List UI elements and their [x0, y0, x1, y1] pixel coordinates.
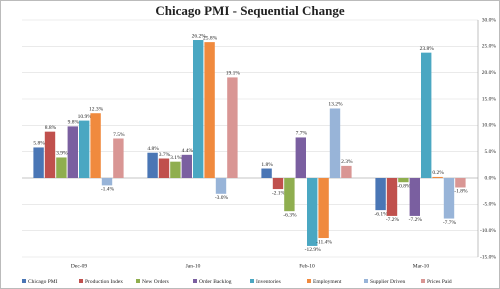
y-tick-label: -10.0% [480, 228, 496, 234]
legend-label: Employment [313, 279, 342, 285]
bar [204, 42, 215, 179]
value-label: -7.2% [409, 217, 423, 223]
bar [158, 158, 170, 178]
legend-swatch [250, 279, 254, 283]
y-tick-label: 20.0% [482, 70, 497, 76]
y-tick-label: 5.0% [485, 149, 497, 155]
chart-title: Chicago PMI - Sequential Change [155, 3, 344, 18]
value-label: 9.8% [68, 120, 80, 126]
value-label: 7.5% [113, 132, 125, 138]
value-label: 5.8% [33, 141, 45, 147]
bar [79, 120, 90, 178]
value-label: 10.9% [78, 114, 93, 120]
value-label: -7.2% [386, 217, 400, 223]
bar [56, 157, 67, 178]
legend-swatch [193, 279, 197, 283]
legend-label: Order Backlog [199, 279, 232, 285]
value-label: -6.3% [283, 212, 297, 218]
value-label: 1.8% [261, 162, 273, 168]
value-label: -1.4% [101, 187, 115, 193]
value-label: -0.8% [397, 183, 411, 189]
bar [170, 161, 181, 178]
bar [113, 138, 124, 178]
bar [295, 137, 306, 178]
legend-label: Production Index [85, 279, 123, 285]
bar [33, 147, 44, 178]
value-label: 12.3% [89, 106, 104, 112]
bar [307, 178, 318, 246]
y-tick-label: -15.0% [480, 254, 496, 260]
legend-swatch [22, 279, 26, 283]
bar [421, 52, 432, 178]
bar [193, 40, 204, 178]
value-label: -12.9% [305, 247, 321, 253]
value-label: -6.1% [374, 211, 388, 217]
bar [409, 178, 420, 216]
bar [284, 178, 295, 212]
legend-swatch [364, 279, 368, 283]
bar [341, 165, 352, 178]
y-tick-label: 10.0% [482, 123, 497, 129]
value-label: 0.2% [432, 170, 444, 176]
bar [375, 178, 386, 211]
legend-swatch [307, 279, 311, 283]
bar [455, 178, 466, 188]
bar [215, 178, 227, 194]
bar [67, 126, 78, 178]
bar [443, 178, 455, 219]
value-label: 2.3% [341, 159, 353, 165]
bar [44, 131, 56, 178]
value-label: 7.7% [296, 131, 308, 137]
value-label: 4.4% [182, 148, 194, 154]
y-tick-label: -5.0% [483, 202, 497, 208]
value-label: -3.0% [215, 195, 229, 201]
legend-swatch [136, 279, 140, 283]
value-label: 26.2% [192, 33, 207, 39]
y-tick-label: 0.0% [485, 175, 497, 181]
value-label: -11.4% [316, 239, 332, 245]
legend-label: Chicago PMI [28, 279, 58, 285]
x-tick-label: Feb-10 [299, 263, 315, 269]
bar [261, 168, 272, 178]
value-label: 23.8% [420, 46, 435, 52]
bar [329, 108, 341, 178]
y-tick-label: 15.0% [482, 96, 497, 102]
bar [227, 77, 238, 178]
legend-label: Supplier Driven [370, 279, 406, 285]
x-tick-label: Jan-10 [186, 263, 201, 269]
bar [432, 176, 443, 178]
value-label: 3.1% [170, 155, 182, 161]
bar [386, 178, 398, 216]
x-tick-label: Dec-09 [71, 263, 87, 269]
bar [272, 178, 284, 190]
bar [90, 113, 101, 178]
value-label: 8.8% [45, 125, 57, 131]
legend-label: Inventories [256, 279, 281, 285]
value-label: -2.1% [272, 190, 286, 196]
bar [101, 178, 113, 186]
value-label: 4.8% [147, 146, 159, 152]
x-tick-label: Mar-10 [413, 263, 430, 269]
value-label: -7.7% [443, 220, 457, 226]
value-label: 19.1% [226, 71, 241, 77]
legend-label: Prices Paid [427, 279, 452, 285]
legend-label: New Orders [142, 279, 169, 285]
bar [398, 178, 409, 183]
value-label: 3.7% [159, 152, 171, 158]
y-tick-label: 30.0% [482, 17, 497, 23]
bar [181, 154, 192, 178]
value-label: 13.2% [328, 102, 343, 108]
bar [318, 178, 329, 239]
value-label: 25.8% [203, 35, 218, 41]
y-tick-label: 25.0% [482, 44, 497, 50]
legend-swatch [79, 279, 83, 283]
legend-swatch [421, 279, 425, 283]
value-label: -1.8% [454, 189, 468, 195]
bar [147, 152, 158, 178]
value-label: 3.9% [56, 151, 68, 157]
